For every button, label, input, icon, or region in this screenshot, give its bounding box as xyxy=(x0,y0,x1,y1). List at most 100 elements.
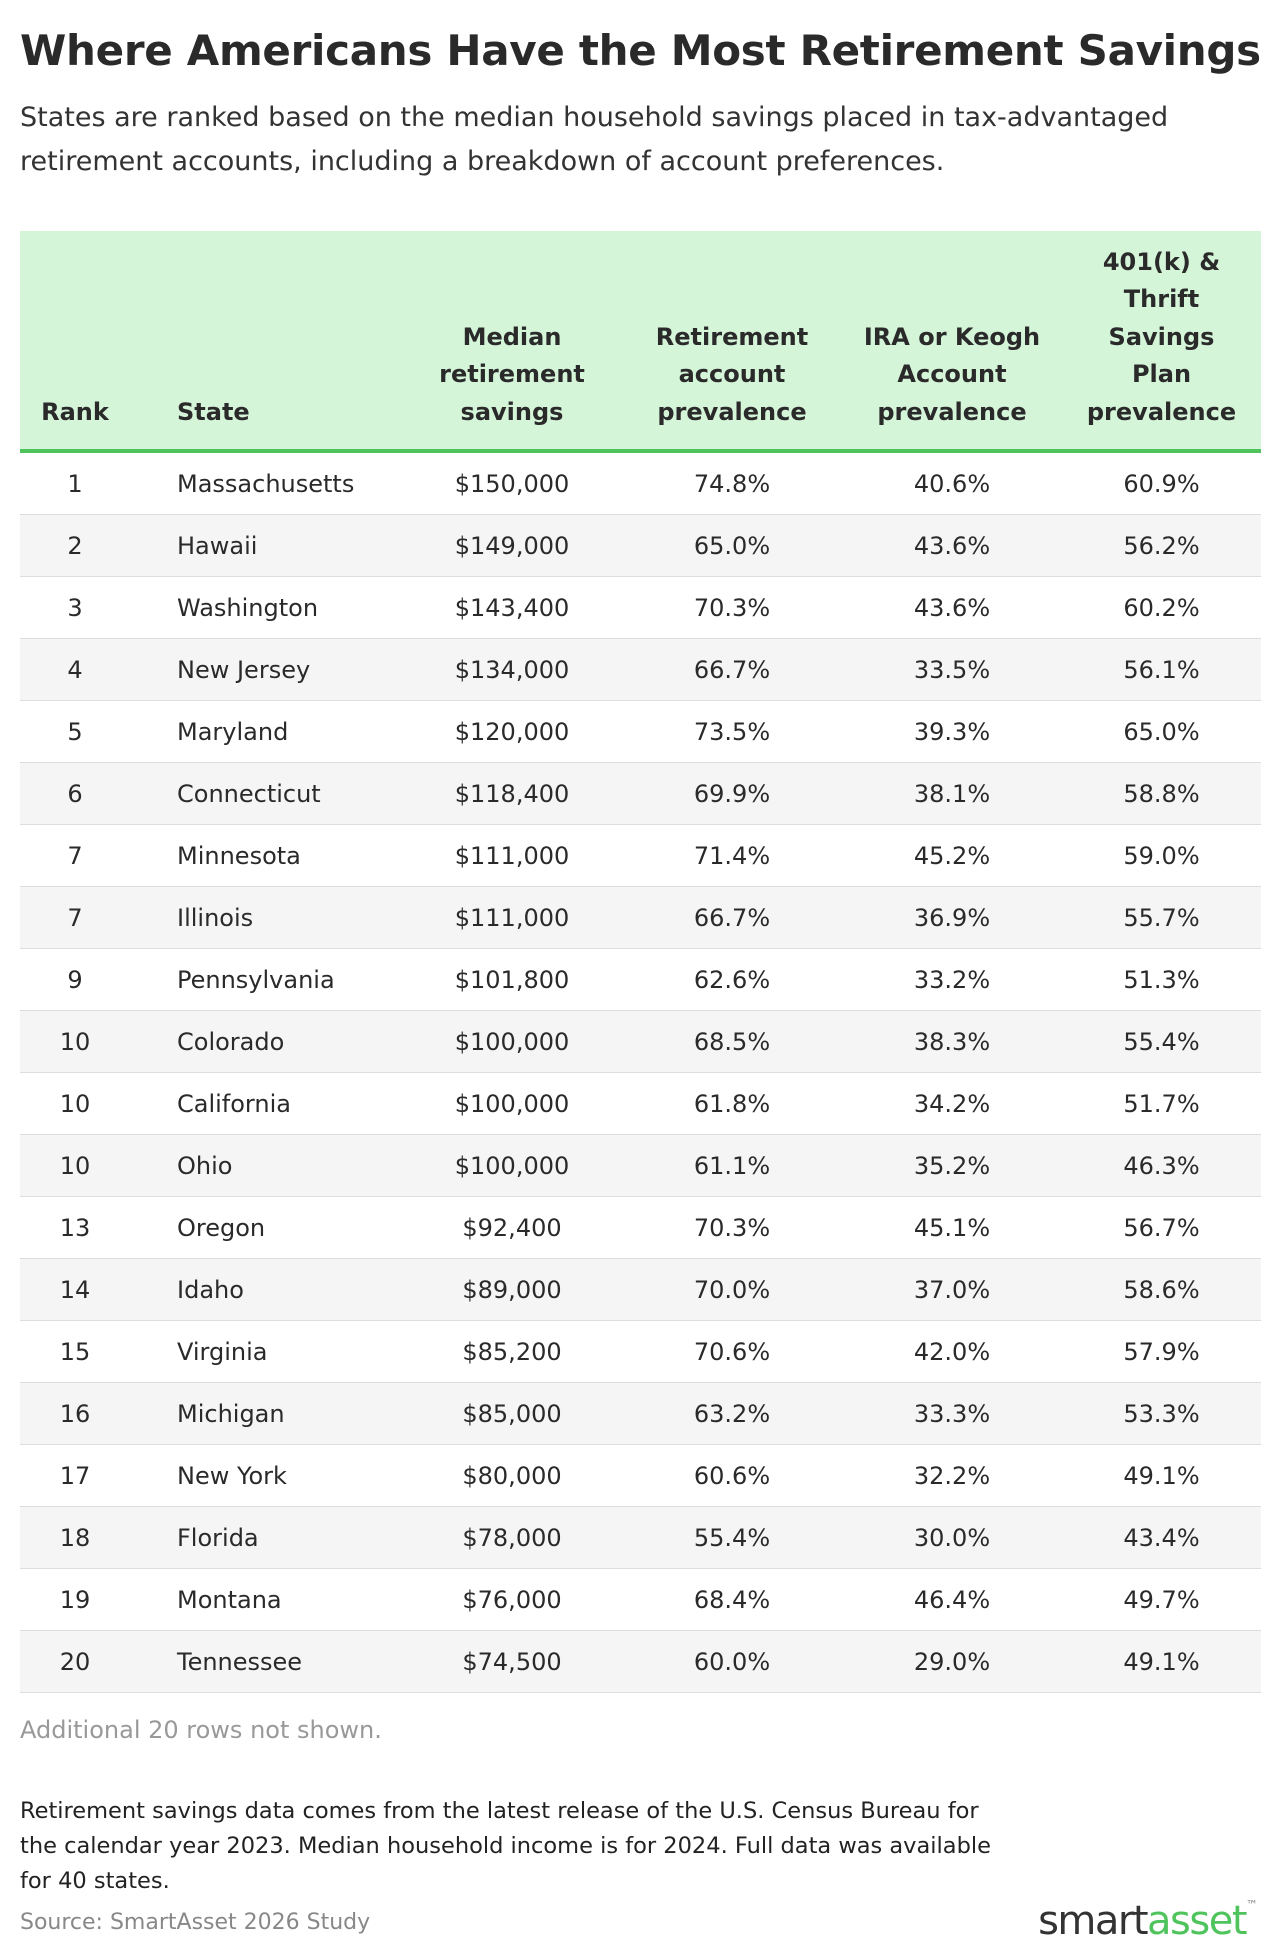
table-cell: 59.0% xyxy=(1062,824,1261,887)
subtitle: States are ranked based on the median ho… xyxy=(20,102,1169,177)
column-header: Rank xyxy=(20,231,130,453)
table-cell: New Jersey xyxy=(130,638,402,701)
table-cell: Maryland xyxy=(130,700,402,763)
table-cell: 57.9% xyxy=(1062,1320,1261,1383)
table-cell: 70.3% xyxy=(622,576,842,639)
table-cell: 49.1% xyxy=(1062,1630,1261,1693)
table-cell: $111,000 xyxy=(402,886,622,949)
table-cell: Pennsylvania xyxy=(130,948,402,1011)
table-cell: Colorado xyxy=(130,1010,402,1073)
table-row: 2 Hawaii $149,000 65.0% 43.6% 56.2% xyxy=(20,514,1261,577)
table-cell: 45.2% xyxy=(842,824,1062,887)
table-row: 14 Idaho $89,000 70.0% 37.0% 58.6% xyxy=(20,1258,1261,1321)
table-cell: 60.9% xyxy=(1062,451,1261,515)
table-cell: 62.6% xyxy=(622,948,842,1011)
column-header: IRA or Keogh Account prevalence xyxy=(842,231,1062,453)
table-cell: 46.4% xyxy=(842,1568,1062,1631)
table-cell: Massachusetts xyxy=(130,451,402,515)
table-cell: Hawaii xyxy=(130,514,402,577)
table-cell: 49.7% xyxy=(1062,1568,1261,1631)
column-header: State xyxy=(130,231,402,453)
table-cell: 7 xyxy=(20,886,130,949)
table-cell: 2 xyxy=(20,514,130,577)
table-cell: $100,000 xyxy=(402,1134,622,1197)
table-cell: 3 xyxy=(20,576,130,639)
table-cell: $150,000 xyxy=(402,451,622,515)
table-cell: 56.1% xyxy=(1062,638,1261,701)
table-row: 9 Pennsylvania $101,800 62.6% 33.2% 51.3% xyxy=(20,948,1261,1011)
table-row: 17 New York $80,000 60.6% 32.2% 49.1% xyxy=(20,1444,1261,1507)
table-cell: 65.0% xyxy=(622,514,842,577)
table-cell: Idaho xyxy=(130,1258,402,1321)
table-row: 16 Michigan $85,000 63.2% 33.3% 53.3% xyxy=(20,1382,1261,1445)
table-cell: 70.6% xyxy=(622,1320,842,1383)
table-cell: 66.7% xyxy=(622,886,842,949)
column-header: Retirement account prevalence xyxy=(622,231,842,453)
table-row: 6 Connecticut $118,400 69.9% 38.1% 58.8% xyxy=(20,762,1261,825)
table-cell: 56.7% xyxy=(1062,1196,1261,1259)
table-cell: $100,000 xyxy=(402,1072,622,1135)
table-cell: 1 xyxy=(20,451,130,515)
table-cell: Ohio xyxy=(130,1134,402,1197)
table-cell: 38.3% xyxy=(842,1010,1062,1073)
table-cell: 73.5% xyxy=(622,700,842,763)
table-cell: 66.7% xyxy=(622,638,842,701)
table-cell: $78,000 xyxy=(402,1506,622,1569)
logo-part: ™ xyxy=(1246,1898,1258,1912)
table-cell: 10 xyxy=(20,1010,130,1073)
table-cell: 60.0% xyxy=(622,1630,842,1693)
table-cell: $85,200 xyxy=(402,1320,622,1383)
table-cell: 32.2% xyxy=(842,1444,1062,1507)
table-cell: 5 xyxy=(20,700,130,763)
table-cell: 61.1% xyxy=(622,1134,842,1197)
table-cell: 70.0% xyxy=(622,1258,842,1321)
table-cell: 33.5% xyxy=(842,638,1062,701)
table-cell: 9 xyxy=(20,948,130,1011)
table-cell: $74,500 xyxy=(402,1630,622,1693)
table-cell: $100,000 xyxy=(402,1010,622,1073)
header-row: Rank State Median retirement savings Retire… xyxy=(20,231,1261,453)
table-cell: 55.4% xyxy=(622,1506,842,1569)
table-cell: 30.0% xyxy=(842,1506,1062,1569)
table-cell: 74.8% xyxy=(622,451,842,515)
table-cell: 49.1% xyxy=(1062,1444,1261,1507)
table-row: 7 Minnesota $111,000 71.4% 45.2% 59.0% xyxy=(20,824,1261,887)
table-cell: 14 xyxy=(20,1258,130,1321)
table-cell: 34.2% xyxy=(842,1072,1062,1135)
table-row: 5 Maryland $120,000 73.5% 39.3% 65.0% xyxy=(20,700,1261,763)
table-row: 1 Massachusetts $150,000 74.8% 40.6% 60.9% xyxy=(20,451,1261,515)
table-cell: $118,400 xyxy=(402,762,622,825)
table-row: 18 Florida $78,000 55.4% 30.0% 43.4% xyxy=(20,1506,1261,1569)
table-cell: $134,000 xyxy=(402,638,622,701)
table-cell: 36.9% xyxy=(842,886,1062,949)
table-cell: 45.1% xyxy=(842,1196,1062,1259)
table-cell: 43.4% xyxy=(1062,1506,1261,1569)
title: Where Americans Have the Most Retirement… xyxy=(20,26,1261,75)
table-cell: 39.3% xyxy=(842,700,1062,763)
table-cell: 71.4% xyxy=(622,824,842,887)
table-cell: Illinois xyxy=(130,886,402,949)
table-cell: 58.8% xyxy=(1062,762,1261,825)
table-cell: 20 xyxy=(20,1630,130,1693)
table-row: 4 New Jersey $134,000 66.7% 33.5% 56.1% xyxy=(20,638,1261,701)
table-cell: Virginia xyxy=(130,1320,402,1383)
table-cell: 70.3% xyxy=(622,1196,842,1259)
table-cell: Tennessee xyxy=(130,1630,402,1693)
table-cell: 58.6% xyxy=(1062,1258,1261,1321)
table-cell: $111,000 xyxy=(402,824,622,887)
table-cell: 33.2% xyxy=(842,948,1062,1011)
table-cell: 43.6% xyxy=(842,514,1062,577)
table-cell: 35.2% xyxy=(842,1134,1062,1197)
logo: smartasset™ xyxy=(1038,1898,1258,1944)
data-table: Rank State Median retirement savings Retire… xyxy=(20,231,1261,1693)
table-cell: 15 xyxy=(20,1320,130,1383)
table-row: 10 Colorado $100,000 68.5% 38.3% 55.4% xyxy=(20,1010,1261,1073)
table-cell: $76,000 xyxy=(402,1568,622,1631)
table-cell: California xyxy=(130,1072,402,1135)
table-cell: Michigan xyxy=(130,1382,402,1445)
table-cell: 19 xyxy=(20,1568,130,1631)
table-cell: 68.4% xyxy=(622,1568,842,1631)
logo-part: asset xyxy=(1147,1898,1247,1944)
table-row: 19 Montana $76,000 68.4% 46.4% 49.7% xyxy=(20,1568,1261,1631)
